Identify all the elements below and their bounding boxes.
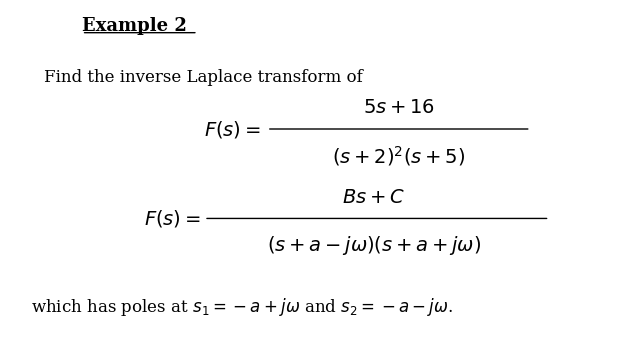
Text: $(s + a - j\omega)(s + a + j\omega)$: $(s + a - j\omega)(s + a + j\omega)$ (266, 235, 481, 257)
Text: which has poles at $s_1 = -a + j\omega$ and $s_2 = -a - j\omega$.: which has poles at $s_1 = -a + j\omega$ … (31, 296, 453, 318)
Text: $F(s) =$: $F(s) =$ (144, 208, 201, 229)
Text: Example 2: Example 2 (82, 17, 187, 35)
Text: $5s + 16$: $5s + 16$ (363, 99, 435, 117)
Text: $Bs + C$: $Bs + C$ (342, 189, 405, 207)
Text: Find the inverse Laplace transform of: Find the inverse Laplace transform of (44, 69, 363, 86)
Text: $F(s) =$: $F(s) =$ (204, 118, 261, 140)
Text: $(s+2)^2(s+5)$: $(s+2)^2(s+5)$ (332, 144, 465, 169)
